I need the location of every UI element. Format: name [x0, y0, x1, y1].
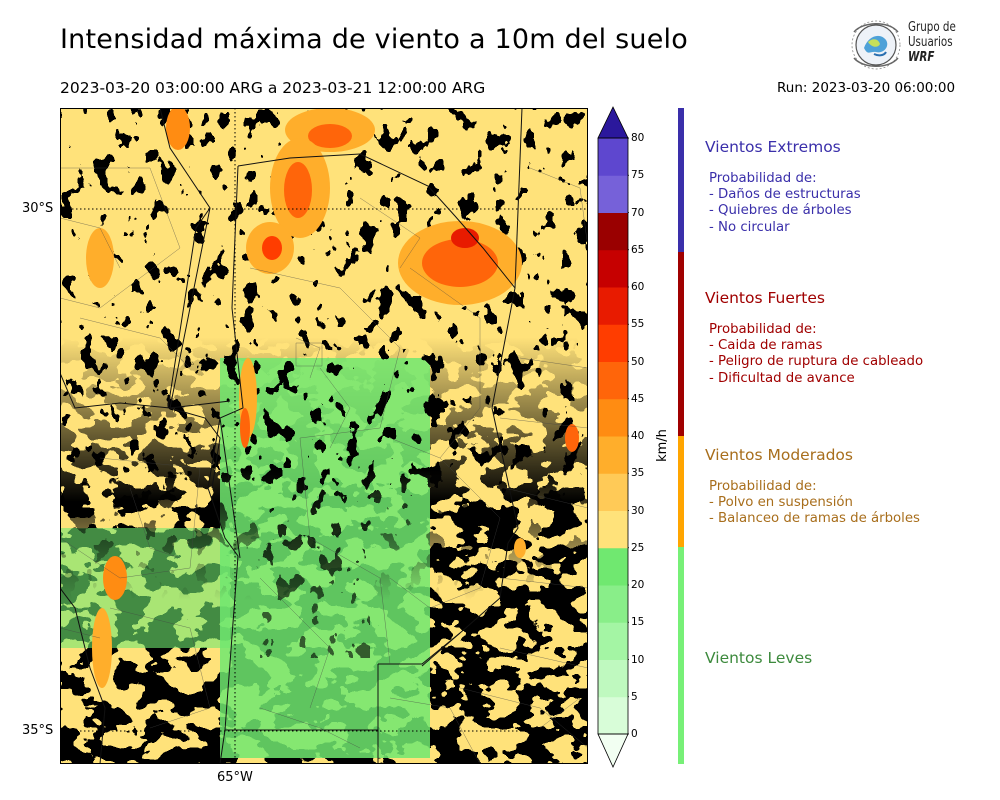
colorbar-tick-label: 40: [631, 430, 645, 442]
colorbar-segment: [598, 175, 628, 213]
desc-line: - Quiebres de árboles: [709, 203, 852, 219]
colorbar-tick-label: 75: [631, 169, 645, 182]
desc-line: - Dificultad de avance: [709, 370, 855, 386]
lat-label-35s: 35°S: [22, 723, 54, 738]
desc-line: - Caida de ramas: [709, 338, 823, 354]
wind-map: [59, 106, 589, 765]
desc-line: - Peligro de ruptura de cableado: [709, 354, 924, 370]
colorbar-segment: [598, 249, 628, 288]
desc-line: - Polvo en suspensión: [709, 495, 853, 511]
colorbar-unit: km/h: [654, 429, 670, 462]
run-timestamp: Run: 2023-03-20 06:00:00: [777, 80, 956, 96]
colorbar: [597, 106, 629, 768]
colorbar-segment: [598, 212, 628, 251]
desc-line: Probabilidad de:: [709, 171, 817, 186]
colorbar-tick-label: 5: [631, 690, 638, 703]
map-title: Intensidad máxima de viento a 10m del su…: [60, 24, 688, 55]
colorbar-segment: [598, 696, 628, 735]
colorbar-tick-label: 60: [631, 281, 645, 293]
colorbar-tick-label: 35: [631, 467, 645, 480]
colorbar-segment: [598, 622, 628, 660]
category-bar-extremos: [678, 108, 684, 252]
graticule: [60, 108, 588, 764]
colorbar-tick-label: 20: [631, 579, 645, 591]
colorbar-segment: [598, 659, 628, 698]
valid-period: 2023-03-20 03:00:00 ARG a 2023-03-21 12:…: [60, 79, 486, 97]
globe-icon: [851, 20, 901, 70]
colorbar-segment: [598, 398, 628, 437]
colorbar-tick-label: 55: [631, 318, 645, 331]
desc-line: - Balanceo de ramas de árboles: [709, 511, 920, 527]
category-bar-moderados: [678, 436, 684, 547]
logo-line-1: Grupo de: [908, 19, 956, 35]
category-bar-fuertes: [678, 252, 684, 436]
category-desc-fuertes: Probabilidad de: - Caida de ramas - Peli…: [709, 322, 923, 387]
category-title-leves: Vientos Leves: [705, 649, 813, 667]
lat-label-30s: 30°S: [22, 201, 54, 216]
colorbar-segment: [598, 287, 628, 325]
province-boundaries: [59, 107, 523, 765]
desc-line: - No circular: [709, 219, 790, 235]
colorbar-segment: [598, 361, 628, 400]
logo-line-2: Usuarios: [908, 34, 953, 50]
colorbar-segment: [598, 510, 628, 549]
department-boundaries: [59, 167, 589, 765]
category-title-extremos: Vientos Extremos: [705, 138, 841, 156]
colorbar-segment: [598, 436, 628, 474]
category-bar-leves: [678, 547, 684, 764]
desc-line: - Daños de estructuras: [709, 187, 861, 203]
colorbar-segment: [598, 585, 628, 623]
wrf-logo: Grupo de Usuarios WRF: [848, 18, 973, 72]
category-desc-moderados: Probabilidad de: - Polvo en suspensión -…: [709, 479, 920, 528]
colorbar-tick-label: 70: [631, 206, 645, 219]
colorbar-tick-label: 15: [631, 616, 645, 629]
category-title-moderados: Vientos Moderados: [705, 446, 853, 464]
lon-label-65w: 65°W: [217, 770, 253, 785]
colorbar-tick-label: 25: [631, 541, 645, 554]
desc-line: Probabilidad de:: [709, 479, 817, 494]
colorbar-tick-label: 0: [631, 728, 638, 740]
colorbar-segment: [598, 473, 628, 511]
category-title-fuertes: Vientos Fuertes: [705, 289, 825, 307]
colorbar-segment: [598, 324, 628, 362]
colorbar-extend-max: [597, 106, 629, 139]
logo-text: Grupo de Usuarios WRF: [908, 20, 956, 65]
colorbar-tick-label: 65: [631, 243, 645, 256]
colorbar-tick-label: 50: [631, 355, 645, 368]
desc-line: Probabilidad de:: [709, 322, 817, 337]
colorbar-tick-label: 80: [631, 132, 645, 144]
colorbar-segment: [598, 547, 628, 586]
colorbar-extend-min: [597, 733, 629, 768]
wind-maxima: [86, 106, 579, 688]
category-desc-extremos: Probabilidad de: - Daños de estructuras …: [709, 171, 861, 236]
colorbar-tick-label: 30: [631, 504, 645, 517]
wind-map-canvas: [59, 106, 589, 765]
colorbar-tick-label: 45: [631, 392, 645, 405]
logo-line-3: WRF: [908, 49, 935, 65]
colorbar-segment: [598, 138, 628, 176]
colorbar-tick-label: 10: [631, 653, 645, 666]
